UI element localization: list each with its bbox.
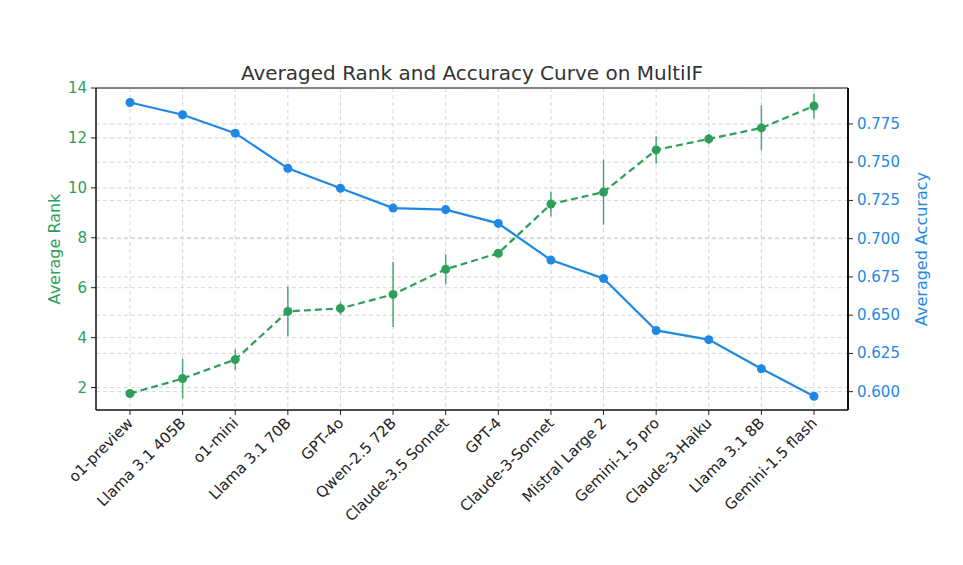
y-grid-line — [96, 137, 848, 138]
y-tick-label: 12 — [68, 129, 87, 147]
point — [283, 164, 292, 173]
point — [389, 290, 398, 299]
frame-top — [96, 88, 848, 89]
x-tick-label: GPT-4o — [297, 414, 347, 464]
point — [126, 389, 135, 398]
x-tick-label: Claude-3-Haiku — [622, 414, 716, 508]
x-grid-line — [603, 88, 604, 410]
y2-grid-line — [96, 276, 848, 277]
y2-tick-label: 0.625 — [857, 344, 900, 362]
y-axis — [95, 88, 97, 410]
y-axis-label: Average Rank — [45, 193, 64, 305]
x-tick-label: GPT-4 — [462, 414, 505, 457]
x-grid-line — [393, 88, 394, 410]
y-tick-label: 6 — [77, 279, 87, 297]
point — [494, 249, 503, 258]
x-grid-line — [656, 88, 657, 410]
x-tick-label: Gemini-1.5 flash — [721, 414, 821, 514]
point — [652, 326, 661, 335]
y-tick-label: 8 — [77, 229, 87, 247]
point — [441, 205, 450, 214]
series — [126, 98, 819, 401]
y-grid-line — [96, 387, 848, 388]
y2-grid-line — [96, 200, 848, 201]
y-tick-label: 2 — [77, 379, 87, 397]
y-grid-line — [96, 187, 848, 188]
y-grid-line — [96, 287, 848, 288]
point — [231, 355, 240, 364]
point — [231, 129, 240, 138]
y2-tick-label: 0.775 — [857, 115, 900, 133]
y-tick-label: 14 — [68, 79, 87, 97]
point — [546, 200, 555, 209]
y2-grid-line — [96, 238, 848, 239]
y2-tick-label: 0.725 — [857, 191, 900, 209]
point — [336, 184, 345, 193]
point — [757, 123, 766, 132]
chart: o1-previewLlama 3.1 405Bo1-miniLlama 3.1… — [0, 0, 963, 565]
point — [704, 134, 713, 143]
series-line — [130, 103, 814, 397]
grid — [96, 88, 848, 410]
point — [704, 335, 713, 344]
y2-tick-label: 0.750 — [857, 153, 900, 171]
x-tick-label: Llama 3.1 70B — [205, 414, 294, 503]
y-grid-line — [96, 88, 848, 89]
y2-grid-line — [96, 391, 848, 392]
point — [389, 204, 398, 213]
y2-tick-label: 0.700 — [857, 230, 900, 248]
y2-grid-line — [96, 162, 848, 163]
x-tick-label: Llama 3.1 405B — [93, 414, 189, 510]
point — [178, 110, 187, 119]
x-grid-line — [287, 88, 288, 410]
x-grid-line — [814, 88, 815, 410]
x-grid-line — [761, 88, 762, 410]
point — [178, 374, 187, 383]
point — [599, 188, 608, 197]
x-tick-label: Claude-3-Sonnet — [456, 414, 557, 515]
x-tick-label: o1-mini — [189, 414, 242, 467]
y2-axis — [847, 88, 849, 410]
point — [652, 145, 661, 154]
x-grid-line — [130, 88, 131, 410]
y2-axis-label: Averaged Accuracy — [912, 172, 931, 326]
plot-area — [126, 93, 819, 400]
y2-grid-line — [96, 315, 848, 316]
x-grid-line — [445, 88, 446, 410]
y2-tick-label: 0.600 — [857, 383, 900, 401]
y-tick-label: 10 — [68, 179, 87, 197]
point — [757, 364, 766, 373]
point — [810, 392, 819, 401]
point — [283, 307, 292, 316]
series — [126, 93, 819, 398]
series-line — [130, 106, 814, 394]
point — [441, 265, 450, 274]
y2-tick-label: 0.675 — [857, 268, 900, 286]
point — [336, 304, 345, 313]
y-grid-line — [96, 337, 848, 338]
point — [599, 274, 608, 283]
x-grid-line — [182, 88, 183, 410]
x-grid-line — [340, 88, 341, 410]
point — [494, 219, 503, 228]
point — [126, 98, 135, 107]
x-grid-line — [550, 88, 551, 410]
title: Averaged Rank and Accuracy Curve on Mult… — [241, 61, 703, 85]
y-tick-label: 4 — [77, 329, 87, 347]
y-grid-line — [96, 237, 848, 238]
point — [810, 101, 819, 110]
y2-tick-label: 0.650 — [857, 306, 900, 324]
x-tick-label: Claude-3.5 Sonnet — [342, 414, 453, 525]
x-axis — [96, 409, 848, 411]
point — [546, 256, 555, 265]
